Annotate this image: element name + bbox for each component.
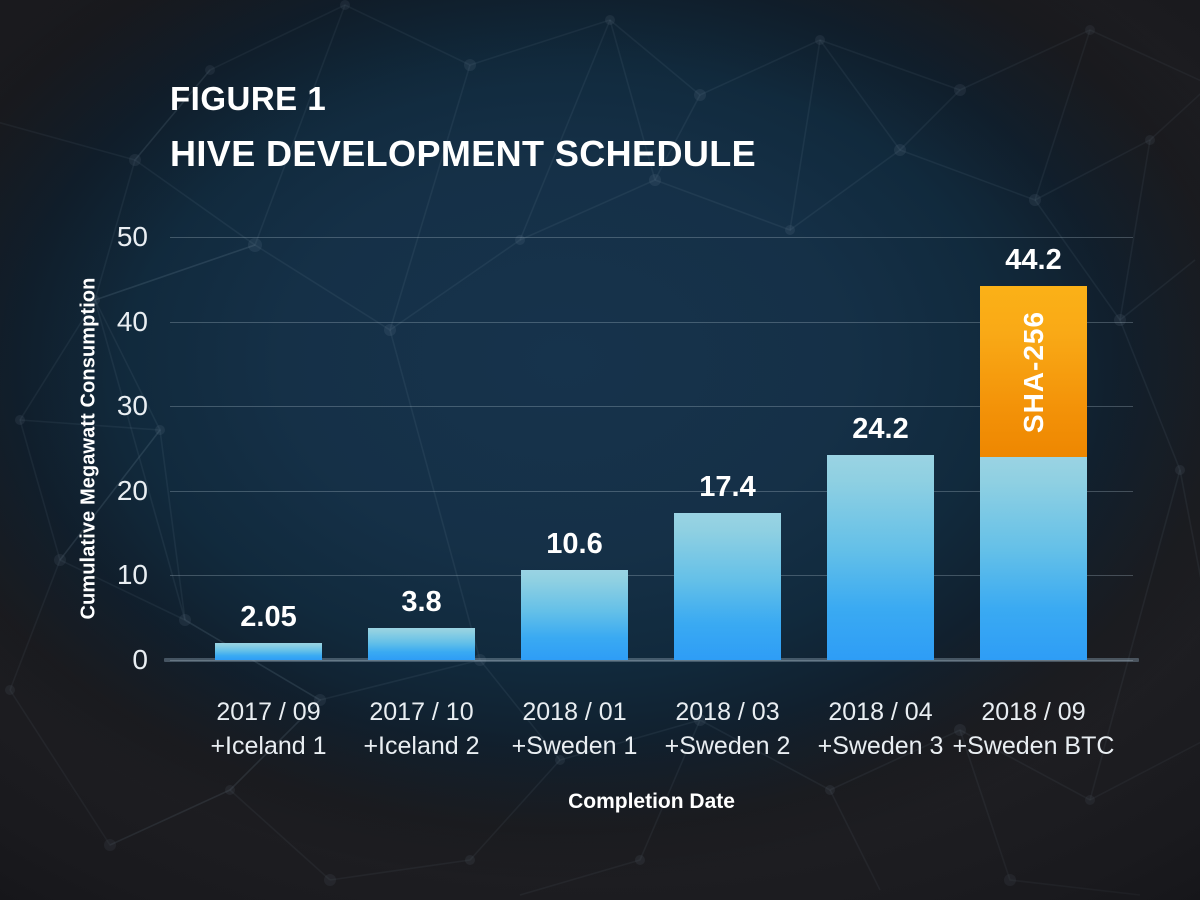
y-axis-tick-label: 0 [132, 644, 148, 675]
bar[interactable]: 3.8 [368, 586, 475, 660]
y-axis-tick-label: 30 [116, 390, 148, 422]
bar-segment-ethash[interactable] [980, 456, 1087, 660]
x-axis-line [164, 658, 1139, 662]
bar-segment-ethash[interactable] [521, 570, 628, 660]
bar-segment-ethash[interactable] [674, 512, 781, 660]
gridline [170, 321, 1133, 323]
chart-header: FIGURE 1 HIVE DEVELOPMENT SCHEDULE [170, 80, 757, 174]
y-axis-tick-label: 10 [116, 559, 148, 591]
x-tick-site: +Iceland 2 [363, 731, 480, 760]
bar-segment-sha256[interactable]: SHA-256 [980, 286, 1087, 457]
bar-value-label: 17.4 [699, 470, 756, 503]
x-tick-site: +Sweden 1 [511, 731, 638, 760]
x-tick-site: +Sweden 2 [664, 731, 791, 760]
y-axis-title: Cumulative Megawatt Consumption [76, 237, 102, 660]
gridline [170, 660, 1133, 661]
x-tick-date: 2018 / 03 [675, 698, 780, 726]
y-axis-tick-label: 50 [116, 221, 148, 252]
x-tick-site: +Sweden 3 [817, 731, 944, 760]
x-tick-site: +Iceland 1 [210, 731, 327, 760]
bar-value-label: 2.05 [240, 600, 297, 633]
plot-area: 0 10 20 30 40 50 2.05 3.8 10.6 17.4 24.2 SHA-256 44.… [117, 221, 1139, 675]
x-tick-date: 2017 / 10 [369, 698, 474, 726]
bar[interactable]: 17.4 [674, 471, 781, 660]
y-axis-title-text: Cumulative Megawatt Consumption [77, 277, 100, 620]
x-axis-tick-label: 2018 / 03 +Sweden 2 [628, 696, 828, 764]
bar-value-label: 3.8 [401, 585, 442, 618]
x-axis-title: Completion Date [568, 790, 735, 813]
x-tick-date: 2018 / 09 [981, 698, 1086, 726]
bar-segment-ethash[interactable] [368, 627, 475, 660]
figure-label: FIGURE 1 [170, 80, 327, 117]
gridline [170, 490, 1133, 492]
x-tick-date: 2018 / 01 [522, 698, 627, 726]
gridline [170, 575, 1133, 577]
bar-segment-ethash[interactable] [827, 455, 934, 660]
gridline [170, 237, 1133, 238]
x-axis-tick-label: 2018 / 09 +Sweden BTC [934, 696, 1134, 764]
x-axis-tick-label: 2017 / 09 +Iceland 1 [169, 696, 369, 764]
x-tick-site: +Sweden BTC [952, 731, 1115, 760]
y-axis-tick-label: 40 [116, 305, 148, 337]
x-axis-tick-label: 2018 / 01 +Sweden 1 [475, 696, 675, 764]
bar-value-label: 44.2 [1005, 244, 1062, 277]
bar-value-label: 24.2 [852, 413, 909, 446]
bar-segment-label: SHA-256 [1017, 310, 1049, 433]
bar-value-label: 10.6 [546, 528, 603, 561]
x-axis-tick-label: 2018 / 04 +Sweden 3 [781, 696, 981, 764]
bar[interactable]: SHA-256 44.2 [980, 244, 1087, 660]
x-tick-date: 2018 / 04 [828, 698, 933, 726]
y-axis-tick-label: 20 [116, 474, 148, 506]
bar[interactable]: 2.05 [215, 601, 322, 660]
page-title: HIVE DEVELOPMENT SCHEDULE [170, 132, 757, 174]
x-axis-tick-label: 2017 / 10 +Iceland 2 [322, 696, 522, 764]
x-tick-date: 2017 / 09 [216, 698, 321, 726]
bar[interactable]: 10.6 [521, 528, 628, 660]
bar-segment-ethash[interactable] [215, 642, 322, 660]
gridline [170, 406, 1133, 408]
bar[interactable]: 24.2 [827, 413, 934, 660]
